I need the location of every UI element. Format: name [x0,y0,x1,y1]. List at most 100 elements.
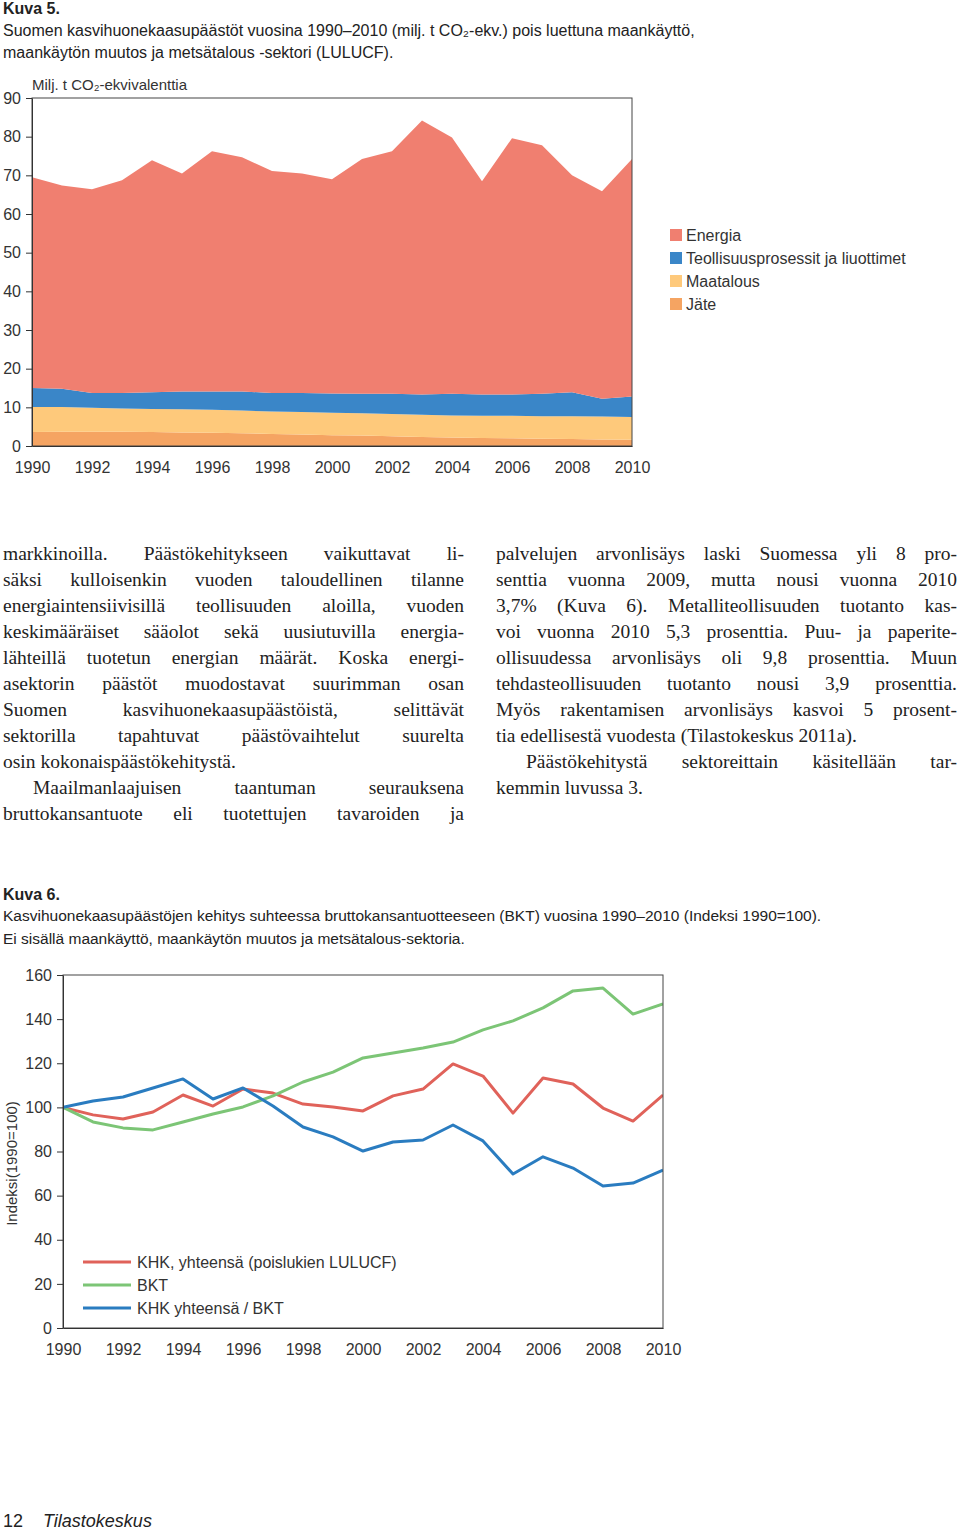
legend-label: Energia [686,227,741,244]
x-axis-tick-label: 1990 [15,459,51,476]
x-axis: 1990199219941996199820002002200420062008… [15,446,651,476]
x-axis-tick-label: 2010 [615,459,651,476]
x-axis-tick-label: 1996 [195,459,231,476]
chart: Kuva 5. Suomen kasvihuonekaasupäästöt vuo… [3,0,906,476]
y-axis-tick: 140 [25,1011,63,1028]
x-axis-tick-label: 2002 [406,1341,442,1358]
text-line: Suomen kasvihuonekaasupäästöistä, selitt… [3,697,464,723]
y-axis-tick: 10 [3,399,32,416]
legend-swatch [670,275,682,287]
y-axis-tick-label: 0 [43,1320,52,1337]
x-axis-tick: 1994 [166,1328,202,1358]
legend-item: Jäte [670,296,716,313]
text-line: ollisuudessa arvonlisäys oli 9,8 prosent… [496,645,957,671]
y-axis-tick-mark [57,1196,63,1197]
chart-title: Kuva 5. [3,0,60,17]
line-series [63,1079,663,1186]
x-axis-tick: 2006 [495,446,531,476]
text-line: kemmin luvussa 3. [496,775,957,801]
legend-item: Teollisuusprosessit ja liuottimet [670,250,906,267]
legend-label: BKT [137,1277,168,1294]
legend-label: Jäte [686,296,716,313]
publisher: Tilastokeskus [43,1511,152,1531]
x-axis-tick-label: 2002 [375,459,411,476]
paragraph: markkinoilla. Päästökehitykseen vaikutta… [3,541,464,775]
x-axis-tick: 2010 [615,446,651,476]
y-axis-tick-mark [26,407,32,408]
y-axis-tick-label: 120 [25,1055,52,1072]
y-axis-tick-label: 60 [3,206,21,223]
x-axis-tick-label: 2006 [526,1341,562,1358]
y-axis-tick-mark [26,446,32,447]
y-axis-tick-label: 100 [25,1099,52,1116]
y-axis-tick: 70 [3,167,32,184]
x-axis-tick-label: 2004 [466,1341,502,1358]
y-axis: 020406080100120140160 [25,967,63,1337]
x-axis-tick-label: 1998 [255,459,291,476]
y-axis-tick-label: 90 [3,90,21,107]
y-axis-tick: 20 [3,360,32,377]
x-axis-tick: 1996 [195,446,231,476]
x-axis-tick-label: 1992 [106,1341,142,1358]
y-axis-line [63,976,64,1329]
y-axis-tick: 160 [25,967,63,984]
x-axis-tick-label: 1992 [75,459,111,476]
chart-subtitle: Suomen kasvihuonekaasupäästöt vuosina 19… [3,22,695,39]
x-axis-tick: 2004 [466,1328,502,1358]
y-axis-tick-label: 30 [3,322,21,339]
y-axis-tick-mark [26,369,32,370]
legend-item: Maatalous [670,273,760,290]
legend-label: Maatalous [686,273,760,290]
legend-item: KHK yhteensä / BKT [83,1300,284,1317]
y-axis-tick: 60 [3,206,32,223]
y-axis-tick: 100 [25,1099,63,1116]
plot-marks [63,988,663,1186]
legend: Energia Teollisuusprosessit ja liuottimet… [670,227,906,313]
page-number: 12 [3,1511,23,1531]
chart: Kuva 6. Kasvihuonekaasupäästöjen kehitys … [3,886,821,1358]
y-axis-tick-mark [26,98,32,99]
y-axis-tick-mark [57,1107,63,1108]
area-series [32,120,632,398]
legend-item: Energia [670,227,741,244]
paragraph: Maailmanlaajuisen taantuman seurauksenab… [3,775,464,827]
x-axis-tick-label: 2008 [555,459,591,476]
y-axis-tick-label: 40 [34,1231,52,1248]
y-axis-title: Indeksi(1990=100) [3,1101,20,1226]
legend-swatch [670,298,682,310]
legend-label: KHK, yhteensä (poislukien LULUCF) [137,1254,397,1271]
legend-swatch [83,1307,131,1310]
chart-title: Kuva 6. [3,886,60,903]
x-axis-tick: 1998 [286,1328,322,1358]
x-axis-tick: 1992 [106,1328,142,1358]
line-series [63,1064,663,1121]
x-axis-tick-label: 2010 [646,1341,682,1358]
y-axis-tick: 0 [12,438,32,455]
text-line: Myös rakentamisen arvonlisäys kasvoi 5 p… [496,697,957,723]
x-axis-tick: 2008 [586,1328,622,1358]
y-axis-tick-label: 60 [34,1187,52,1204]
paragraph: Päästökehitystä sektoreittain käsitellää… [496,749,957,801]
chart-subtitle: Ei sisällä maankäyttö, maankäytön muutos… [3,930,465,947]
y-axis-line [32,99,33,447]
y-axis-tick-label: 0 [12,438,21,455]
chart-subtitle: Kasvihuonekaasupäästöjen kehitys suhtees… [3,907,821,924]
y-axis-tick-label: 50 [3,244,21,261]
legend-swatch [83,1261,131,1264]
text-line: Päästökehitystä sektoreittain käsitellää… [496,749,957,775]
y-axis-tick: 80 [34,1143,63,1160]
y-axis-tick-label: 140 [25,1011,52,1028]
y-axis-tick-mark [26,291,32,292]
y-axis-tick: 120 [25,1055,63,1072]
y-axis-tick-mark [57,1063,63,1064]
x-axis-tick-label: 1994 [135,459,171,476]
text-line: Maailmanlaajuisen taantuman seurauksena [3,775,464,801]
x-axis-tick: 2002 [406,1328,442,1358]
x-axis-tick-label: 2004 [435,459,471,476]
x-axis-tick: 1992 [75,446,111,476]
x-axis-tick: 2000 [346,1328,382,1358]
y-axis-tick-label: 70 [3,167,21,184]
legend-item: KHK, yhteensä (poislukien LULUCF) [83,1254,397,1271]
x-axis-tick: 2008 [555,446,591,476]
line-series [63,988,663,1130]
